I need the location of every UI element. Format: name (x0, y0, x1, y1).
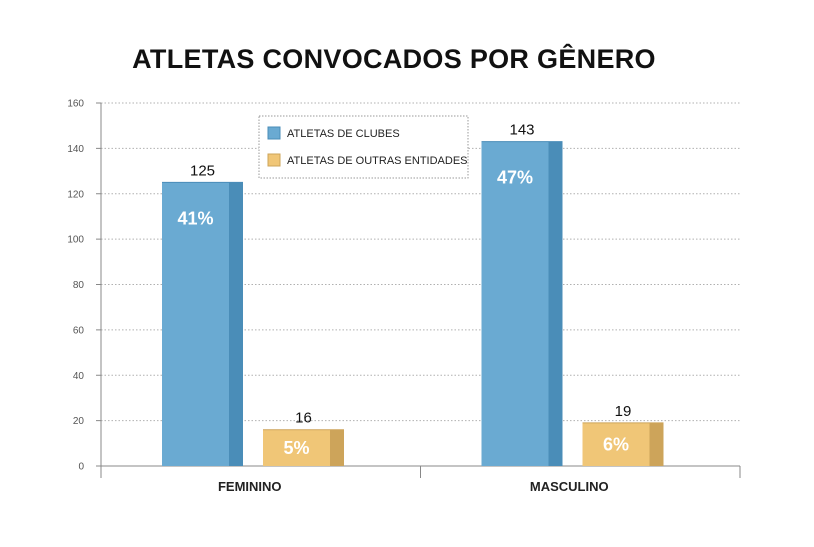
bar-percent-label: 41% (177, 208, 213, 228)
legend-box (258, 115, 469, 179)
x-category-label: FEMININO (218, 479, 282, 494)
y-tick-label: 40 (73, 371, 85, 382)
x-category-label: MASCULINO (530, 479, 609, 494)
bar-percent-label: 6% (603, 434, 629, 454)
y-tick-label: 0 (78, 462, 84, 473)
bar-side (649, 422, 664, 466)
y-tick-label: 100 (67, 235, 84, 246)
legend-entry: ATLETAS DE OUTRAS ENTIDADES (287, 155, 468, 167)
labels: 125 41% 16 5% FEMININO 143 47% 19 6% MASCULINO (177, 122, 631, 494)
y-tick-label: 140 (67, 144, 84, 155)
y-tick-label: 120 (67, 189, 84, 200)
y-tick-label: 20 (73, 416, 85, 427)
bar-side (330, 429, 344, 466)
bar (582, 422, 650, 466)
bar-side (548, 141, 563, 466)
bars (162, 141, 664, 466)
y-tick-label: 80 (73, 280, 85, 291)
legend-entry: ATLETAS DE CLUBES (287, 128, 400, 140)
legend-swatch (267, 126, 281, 140)
legend-swatch (267, 153, 281, 167)
legend: ATLETAS DE CLUBES ATLETAS DE OUTRAS ENTID… (258, 115, 469, 179)
bar-value-label: 16 (295, 410, 312, 427)
bar-value-label: 143 (509, 122, 534, 139)
chart-title: ATLETAS CONVOCADOS POR GÊNERO (132, 44, 656, 74)
y-tick-label: 160 (67, 99, 84, 110)
bar (162, 182, 229, 466)
bar-value-label: 19 (615, 403, 632, 420)
bar (481, 141, 549, 466)
bar-percent-label: 47% (497, 168, 533, 188)
y-tick-label: 60 (73, 325, 85, 336)
bar-percent-label: 5% (283, 438, 309, 458)
bar (263, 429, 330, 466)
bar-value-label: 125 (190, 162, 215, 179)
bar-side (229, 182, 243, 466)
